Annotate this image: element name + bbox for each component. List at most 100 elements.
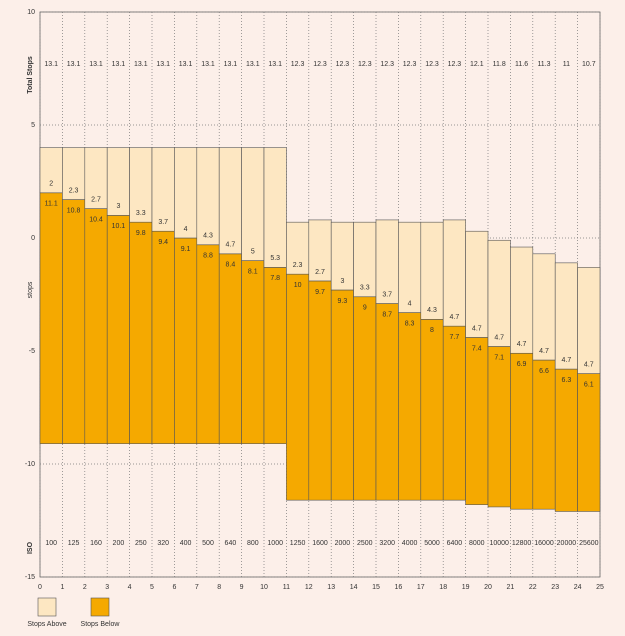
x-tick-label: 20: [484, 584, 492, 591]
bar-above: [196, 147, 220, 246]
bar-below: [330, 289, 354, 501]
below-label: 7.1: [494, 354, 504, 361]
bar-below: [84, 208, 108, 444]
iso-label: 200: [113, 540, 125, 547]
below-label: 6.3: [562, 377, 572, 384]
iso-label: 25600: [579, 540, 599, 547]
total-value: 12.3: [358, 61, 372, 68]
bar-above: [398, 221, 422, 313]
total-value: 13.1: [134, 61, 148, 68]
above-label: 4.7: [584, 361, 594, 368]
bar-below: [129, 221, 153, 444]
y-tick-label: 5: [31, 122, 35, 129]
bar-below: [375, 303, 399, 501]
above-label: 4.7: [562, 357, 572, 364]
total-value: 13.1: [201, 61, 215, 68]
total-value: 12.3: [291, 61, 305, 68]
bar-below: [554, 368, 578, 512]
above-label: 4: [184, 226, 188, 233]
below-label: 6.9: [517, 361, 527, 368]
y-tick-label: 10: [27, 9, 35, 16]
total-value: 13.1: [246, 61, 260, 68]
iso-label: 250: [135, 540, 147, 547]
x-tick-label: 19: [462, 584, 470, 591]
total-value: 12.3: [313, 61, 327, 68]
bar-below: [263, 267, 287, 444]
bar-below: [308, 280, 332, 501]
iso-label: 2500: [357, 540, 373, 547]
x-tick-label: 13: [327, 584, 335, 591]
below-label: 10.1: [112, 223, 126, 230]
y-tick-label: -15: [25, 574, 35, 581]
total-value: 12.3: [403, 61, 417, 68]
below-label: 9.4: [158, 239, 168, 246]
iso-label: 1000: [267, 540, 283, 547]
x-tick-label: 21: [507, 584, 515, 591]
below-label: 7.7: [450, 334, 460, 341]
bar-above: [442, 219, 466, 327]
x-tick-label: 10: [260, 584, 268, 591]
above-label: 4.7: [494, 334, 504, 341]
iso-label: 125: [68, 540, 80, 547]
total-value: 13.1: [67, 61, 81, 68]
above-label: 3: [340, 278, 344, 285]
below-label: 9.8: [136, 230, 146, 237]
total-label: Total Stops: [27, 56, 34, 94]
bar-above: [510, 246, 534, 354]
below-label: 10: [294, 282, 302, 289]
below-label: 8.1: [248, 268, 258, 275]
iso-label: 100: [45, 540, 57, 547]
above-label: 4.7: [517, 341, 527, 348]
x-tick-label: 2: [83, 584, 87, 591]
above-label: 4.7: [539, 348, 549, 355]
x-tick-label: 11: [283, 584, 290, 591]
above-label: 2.7: [315, 269, 325, 276]
bar-above: [241, 147, 265, 261]
below-label: 8.8: [203, 253, 213, 260]
iso-label: 5000: [424, 540, 440, 547]
above-label: 4: [408, 300, 412, 307]
x-tick-label: 0: [38, 584, 42, 591]
bar-below: [532, 359, 556, 510]
bar-above: [532, 253, 556, 361]
iso-label: 1250: [290, 540, 306, 547]
bar-below: [39, 192, 63, 444]
bar-above: [487, 239, 511, 347]
above-label: 4.7: [226, 242, 236, 249]
below-label: 9: [363, 305, 367, 312]
x-tick-label: 1: [60, 584, 64, 591]
x-tick-label: 7: [195, 584, 199, 591]
legend-swatch: [90, 597, 110, 617]
x-tick-label: 17: [417, 584, 425, 591]
below-label: 8.7: [382, 311, 392, 318]
total-value: 12.3: [336, 61, 350, 68]
below-label: 7.8: [270, 275, 280, 282]
below-label: 8.4: [226, 262, 236, 269]
total-value: 11.6: [515, 61, 528, 68]
total-value: 13.1: [156, 61, 170, 68]
bar-below: [218, 253, 242, 444]
above-label: 5.3: [270, 255, 280, 262]
below-label: 10.8: [67, 207, 81, 214]
legend-label: Stops Above: [27, 621, 66, 628]
x-tick-label: 14: [350, 584, 358, 591]
total-value: 11.3: [537, 61, 550, 68]
total-value: 13.1: [268, 61, 282, 68]
bar-below: [510, 352, 534, 510]
bar-above: [554, 262, 578, 370]
bar-below: [62, 199, 86, 444]
bar-below: [353, 296, 377, 501]
total-value: 12.3: [425, 61, 439, 68]
below-label: 9.3: [338, 298, 348, 305]
iso-label: 500: [202, 540, 214, 547]
x-tick-label: 23: [551, 584, 559, 591]
x-tick-label: 22: [529, 584, 537, 591]
iso-label: 20000: [557, 540, 577, 547]
x-tick-label: 3: [105, 584, 109, 591]
below-label: 9.7: [315, 289, 325, 296]
iso-label: 2000: [335, 540, 351, 547]
x-tick-label: 16: [395, 584, 403, 591]
bar-below: [442, 325, 466, 501]
total-value: 12.3: [448, 61, 462, 68]
